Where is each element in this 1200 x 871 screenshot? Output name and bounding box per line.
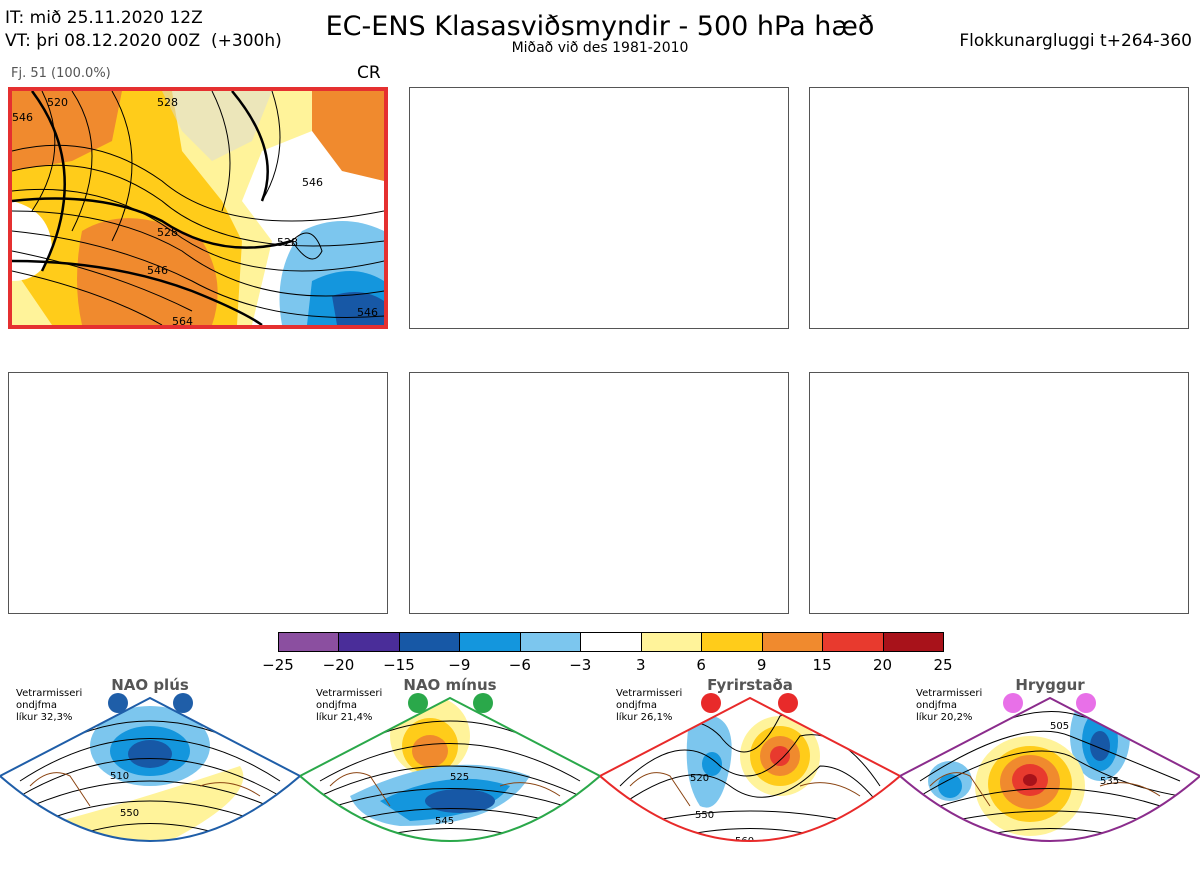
- cluster-map-5[interactable]: [409, 372, 789, 614]
- regime-ridge: Hryggur Vetrarmisseri ondjfma líkur 20,2%: [900, 676, 1200, 871]
- page-title: EC-ENS Klasasviðsmyndir - 500 hPa hæð: [325, 11, 875, 42]
- colorbar-segment: [338, 632, 400, 652]
- anomaly-colorbar: [278, 632, 944, 654]
- contour-label: 546: [357, 306, 378, 319]
- colorbar-tick-label: −6: [508, 656, 531, 674]
- valid-time: VT: þri 08.12.2020 00Z (+300h): [5, 31, 282, 51]
- colorbar-tick-label: −9: [448, 656, 471, 674]
- colorbar-segment: [640, 632, 703, 652]
- regime-contour-label: 550: [695, 810, 714, 821]
- cluster-map-6[interactable]: [809, 372, 1189, 614]
- regime-probability-note: Vetrarmisseri ondjfma líkur 21,4%: [316, 688, 383, 723]
- regime-contour-label: 520: [690, 773, 709, 784]
- contour-label: 520: [47, 96, 68, 109]
- regime-contour-label: 505: [1050, 721, 1069, 732]
- regime-contour-label: 545: [435, 816, 454, 827]
- regime-contour-label: 565: [445, 850, 464, 861]
- colorbar-tick-label: 15: [812, 656, 832, 674]
- colorbar-tick-label: 6: [696, 656, 706, 674]
- contour-label: 546: [147, 264, 168, 277]
- colorbar-segment: [519, 632, 582, 652]
- colorbar-segment: [459, 632, 521, 652]
- colorbar-tick-label: 9: [756, 656, 767, 674]
- contour-label: 528: [157, 226, 178, 239]
- classification-window: Flokkunargluggi t+264-360: [959, 31, 1192, 51]
- regime-contour-label: 560: [1090, 836, 1109, 847]
- cluster-map-4[interactable]: [8, 372, 388, 614]
- initial-time: IT: mið 25.11.2020 12Z: [5, 8, 203, 28]
- colorbar-tick-label: 25: [933, 656, 953, 674]
- cluster-map-2[interactable]: [409, 87, 789, 329]
- regime-probability-note: Vetrarmisseri ondjfma líkur 20,2%: [916, 688, 983, 723]
- colorbar-tick-label: 20: [872, 656, 893, 674]
- colorbar-segment: [882, 632, 944, 652]
- regime-contour-label: 510: [110, 771, 129, 782]
- regime-nao-minus: NAO mínus Vetrarmisseri ondjfma líkur 21,4…: [300, 676, 600, 871]
- regime-marker-icon: [108, 693, 128, 713]
- regime-blocking-map: 520 550 560: [600, 693, 900, 847]
- colorbar-segment: [398, 632, 461, 652]
- cluster-map-1[interactable]: 520 528 528 546 546 528 546 564 546: [8, 87, 388, 329]
- regime-nao-plus-map: 510 550: [0, 693, 300, 842]
- colorbar-tick-label: −15: [383, 656, 415, 674]
- regime-marker-icon: [778, 693, 798, 713]
- cluster-code-label: CR: [357, 63, 381, 83]
- contour-label: 546: [302, 176, 323, 189]
- colorbar-tick-label: −3: [569, 656, 592, 674]
- regime-title: Fyrirstaða: [707, 676, 793, 694]
- regime-marker-icon: [1003, 693, 1023, 713]
- colorbar-segment: [580, 632, 642, 652]
- colorbar-tick-label: −20: [322, 656, 355, 674]
- regime-contour-label: 560: [735, 836, 754, 847]
- colorbar-segment: [822, 632, 884, 652]
- regime-marker-icon: [173, 693, 193, 713]
- contour-label: 546: [12, 111, 33, 124]
- regime-contour-label: 550: [120, 808, 139, 819]
- regime-title: Hryggur: [1015, 676, 1085, 694]
- page-subtitle: Miðað við des 1981-2010: [511, 40, 689, 56]
- regime-probability-note: Vetrarmisseri ondjfma líkur 26,1%: [616, 688, 683, 723]
- regime-marker-icon: [473, 693, 493, 713]
- cluster-map-1-svg: 520 528 528 546 546 528 546 564 546: [12, 91, 384, 325]
- regime-contour-label: 525: [450, 772, 469, 783]
- regime-nao-plus: NAO plús Vetrarmisseri ondjfma líkur 32,3%…: [0, 676, 300, 871]
- regime-probability-note: Vetrarmisseri ondjfma líkur 32,3%: [16, 688, 83, 723]
- regime-ridge-map: 505 535 560: [900, 693, 1200, 847]
- colorbar-tick-label: 3: [635, 656, 646, 674]
- contour-label: 528: [277, 236, 298, 249]
- regime-contour-label: 535: [1100, 776, 1119, 787]
- member-count-label: Fj. 51 (100.0%): [11, 66, 111, 81]
- regime-nao-minus-map: 525 545 565: [300, 693, 600, 861]
- contour-label: 564: [172, 315, 193, 325]
- colorbar-segment: [761, 632, 824, 652]
- regime-title: NAO mínus: [403, 676, 497, 694]
- colorbar-segment: [278, 632, 340, 652]
- regime-title: NAO plús: [111, 676, 189, 694]
- colorbar-tick-label: −25: [262, 656, 294, 674]
- regime-blocking: Fyrirstaða Vetrarmisseri ondjfma líkur 26,…: [600, 676, 900, 871]
- regime-marker-icon: [1076, 693, 1096, 713]
- colorbar-segment: [701, 632, 763, 652]
- contour-label: 528: [157, 96, 178, 109]
- regime-marker-icon: [701, 693, 721, 713]
- cluster-map-3[interactable]: [809, 87, 1189, 329]
- regime-marker-icon: [408, 693, 428, 713]
